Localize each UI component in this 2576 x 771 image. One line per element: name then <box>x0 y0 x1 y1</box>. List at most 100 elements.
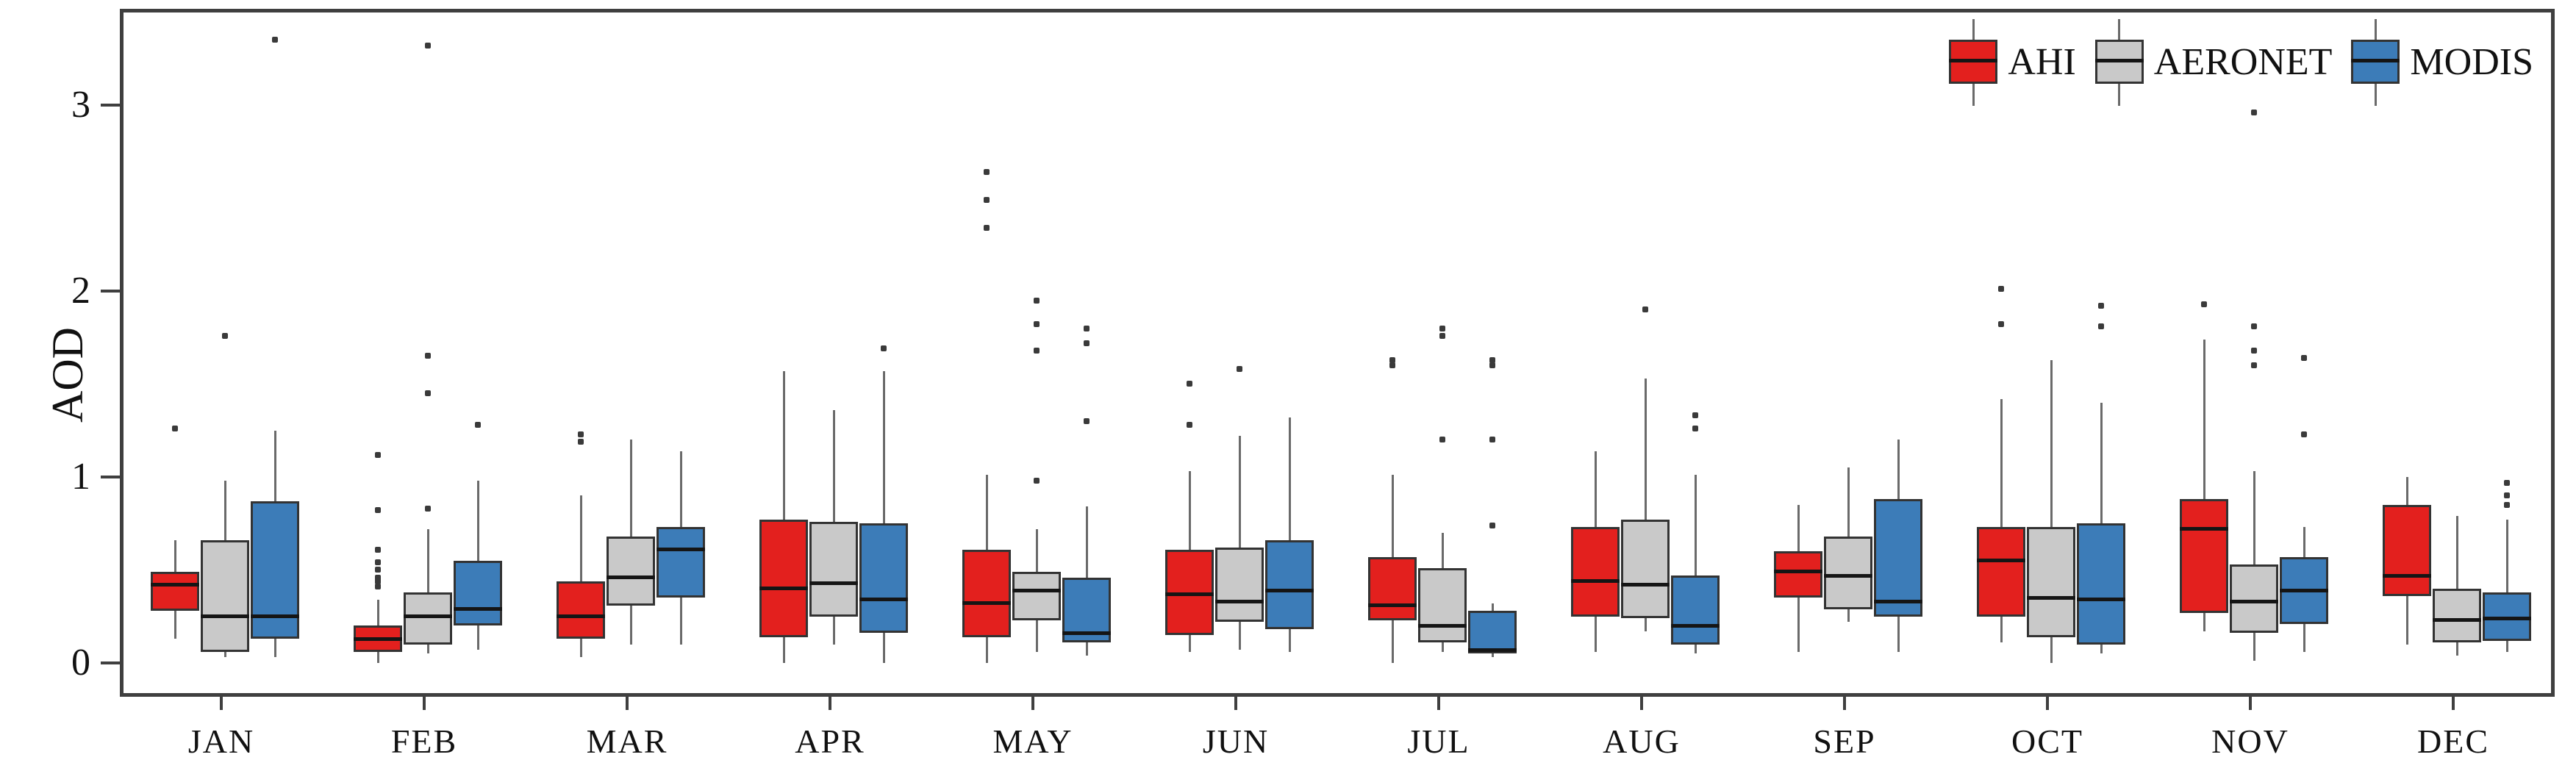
ahi-box-glyph-icon <box>1949 19 1998 106</box>
median-ahi-apr <box>759 587 808 591</box>
outlier-dot-ahi-feb-3 <box>375 567 381 573</box>
plot-frame <box>120 9 2555 697</box>
outlier-dot-aeronet-feb-0 <box>425 505 431 512</box>
legend: AHI AERONET MODIS <box>1949 19 2533 106</box>
outlier-dot-aeronet-jun-0 <box>1237 366 1242 373</box>
x-tick-label-jan: JAN <box>187 722 255 760</box>
box-aeronet-oct <box>2027 527 2075 637</box>
outlier-dot-aeronet-jan-0 <box>222 332 228 339</box>
median-aeronet-jul <box>1418 623 1467 628</box>
y-tick-label-1: 1 <box>71 456 90 498</box>
legend-label-ahi: AHI <box>2008 41 2076 83</box>
median-modis-oct <box>2077 598 2125 602</box>
box-modis-sep <box>1874 499 1922 617</box>
whisker-modis-apr <box>882 370 885 663</box>
outlier-dot-ahi-feb-0 <box>375 584 381 590</box>
median-ahi-mar <box>557 614 605 619</box>
x-tick-mark-mar <box>626 697 629 710</box>
x-tick-label-dec: DEC <box>2417 722 2489 760</box>
outlier-dot-modis-oct-1 <box>2098 303 2104 309</box>
aeronet-box-glyph-icon <box>2094 19 2144 106</box>
box-modis-apr <box>859 523 908 634</box>
median-aeronet-mar <box>607 575 655 580</box>
whisker-ahi-apr <box>782 370 785 663</box>
box-ahi-dec <box>2383 504 2431 596</box>
box-modis-aug <box>1671 575 1720 645</box>
outlier-dot-modis-oct-0 <box>2098 323 2104 329</box>
x-tick-label-aug: AUG <box>1603 722 1681 760</box>
whisker-aeronet-dec <box>2455 516 2458 656</box>
outlier-dot-ahi-jul-1 <box>1389 356 1395 363</box>
x-tick-mark-apr <box>829 697 831 710</box>
box-ahi-oct <box>1977 527 2025 617</box>
outlier-dot-aeronet-jul-1 <box>1439 332 1445 339</box>
outlier-dot-ahi-feb-1 <box>375 578 381 584</box>
box-ahi-may <box>962 549 1011 637</box>
y-tick-mark-2 <box>101 290 120 293</box>
modis-box-glyph-icon <box>2351 19 2400 106</box>
box-ahi-jul <box>1368 556 1417 620</box>
outlier-dot-aeronet-may-2 <box>1034 321 1040 328</box>
box-aeronet-may <box>1012 571 1061 620</box>
outlier-dot-modis-dec-0 <box>2504 501 2510 508</box>
x-tick-mark-aug <box>1640 697 1643 710</box>
median-modis-aug <box>1671 623 1720 628</box>
median-aeronet-may <box>1012 588 1061 592</box>
median-modis-dec <box>2483 616 2531 620</box>
outlier-dot-ahi-oct-1 <box>1998 286 2004 293</box>
median-ahi-feb <box>354 636 402 641</box>
box-aeronet-feb <box>404 592 452 645</box>
median-ahi-aug <box>1571 579 1620 584</box>
x-tick-mark-sep <box>1843 697 1846 710</box>
outlier-dot-ahi-may-2 <box>984 169 990 176</box>
y-tick-label-0: 0 <box>71 642 90 684</box>
whisker-ahi-nov <box>2203 339 2205 631</box>
outlier-dot-aeronet-aug-0 <box>1642 306 1648 313</box>
median-modis-mar <box>656 548 705 552</box>
outlier-dot-modis-nov-1 <box>2301 355 2307 362</box>
outlier-dot-modis-jul-2 <box>1489 362 1495 369</box>
outlier-dot-ahi-jun-0 <box>1187 422 1192 428</box>
outlier-dot-aeronet-may-0 <box>1034 478 1040 484</box>
outlier-dot-aeronet-may-3 <box>1034 297 1040 304</box>
outlier-dot-ahi-mar-1 <box>578 431 584 437</box>
outlier-dot-ahi-mar-0 <box>578 438 584 445</box>
outlier-dot-modis-may-0 <box>1084 418 1090 425</box>
outlier-dot-modis-aug-0 <box>1692 426 1698 432</box>
outlier-dot-aeronet-feb-3 <box>425 42 431 49</box>
x-tick-label-apr: APR <box>795 722 865 760</box>
y-tick-label-2: 2 <box>71 270 90 312</box>
y-tick-label-3: 3 <box>71 84 90 126</box>
outlier-dot-aeronet-may-1 <box>1034 347 1040 354</box>
legend-label-aeronet: AERONET <box>2153 41 2333 83</box>
legend-item-modis: MODIS <box>2351 19 2533 106</box>
outlier-dot-aeronet-nov-2 <box>2251 323 2257 329</box>
outlier-dot-modis-may-2 <box>1084 325 1090 331</box>
outlier-dot-ahi-may-1 <box>984 196 990 203</box>
median-aeronet-aug <box>1621 583 1670 587</box>
median-ahi-sep <box>1774 570 1822 574</box>
median-ahi-jul <box>1368 603 1417 607</box>
box-aeronet-jul <box>1418 567 1467 643</box>
x-tick-label-oct: OCT <box>2011 722 2083 760</box>
y-tick-mark-0 <box>101 661 120 664</box>
box-modis-mar <box>656 527 705 598</box>
box-aeronet-nov <box>2230 564 2278 634</box>
whisker-modis-dec <box>2505 520 2508 652</box>
median-ahi-jun <box>1165 592 1214 596</box>
box-aeronet-jun <box>1215 548 1264 623</box>
outlier-dot-modis-dec-2 <box>2504 479 2510 486</box>
box-ahi-nov <box>2180 499 2228 613</box>
box-ahi-jun <box>1165 549 1214 635</box>
box-aeronet-aug <box>1621 520 1670 619</box>
box-modis-dec <box>2483 592 2531 641</box>
outlier-dot-modis-feb-0 <box>475 422 481 428</box>
box-aeronet-apr <box>809 521 858 617</box>
x-tick-label-sep: SEP <box>1813 722 1876 760</box>
x-tick-label-jun: JUN <box>1202 722 1270 760</box>
median-ahi-jan <box>151 583 199 587</box>
legend-item-aeronet: AERONET <box>2094 19 2333 106</box>
outlier-dot-modis-jul-0 <box>1489 522 1495 528</box>
median-modis-jun <box>1265 588 1314 592</box>
